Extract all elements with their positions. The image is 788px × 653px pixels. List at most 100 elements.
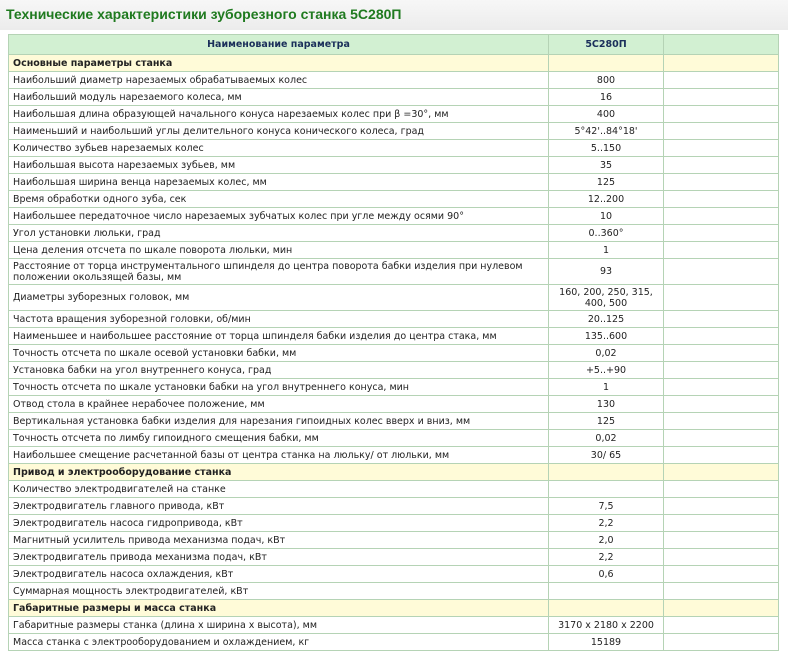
param-name: Отвод стола в крайнее нерабочее положени… <box>8 395 549 413</box>
param-row: Вертикальная установка бабки изделия для… <box>8 412 779 430</box>
param-row: Суммарная мощность электродвигателей, кВ… <box>8 582 779 600</box>
cell <box>663 616 779 634</box>
param-row: Цена деления отсчета по шкале поворота л… <box>8 241 779 259</box>
cell <box>663 599 779 617</box>
param-value: 5..150 <box>548 139 664 157</box>
table-body: Основные параметры станка Наибольший диам… <box>8 54 779 651</box>
page-title: Технические характеристики зуборезного с… <box>6 6 402 22</box>
param-name: Электродвигатель насоса охлаждения, кВт <box>8 565 549 583</box>
param-name: Электродвигатель насоса гидропривода, кВ… <box>8 514 549 532</box>
param-row: Наибольшая высота нарезаемых зубьев, мм 3… <box>8 156 779 174</box>
param-name: Время обработки одного зуба, сек <box>8 190 549 208</box>
cell <box>663 54 779 72</box>
param-value: 125 <box>548 412 664 430</box>
param-value: 3170 х 2180 х 2200 <box>548 616 664 634</box>
param-value: 0,02 <box>548 344 664 362</box>
cell <box>663 548 779 566</box>
param-row: Наибольший диаметр нарезаемых обрабатыва… <box>8 71 779 89</box>
param-row: Электродвигатель привода механизма подач… <box>8 548 779 566</box>
cell <box>663 224 779 242</box>
param-name: Наибольшее передаточное число нарезаемых… <box>8 207 549 225</box>
param-row: Магнитный усилитель привода механизма по… <box>8 531 779 549</box>
cell <box>663 429 779 447</box>
cell <box>663 207 779 225</box>
param-row: Точность отсчета по шкале установки бабк… <box>8 378 779 396</box>
cell <box>663 582 779 600</box>
param-name: Габаритные размеры станка (длина х ширин… <box>8 616 549 634</box>
param-row: Установка бабки на угол внутреннего кону… <box>8 361 779 379</box>
cell <box>663 497 779 515</box>
param-value: 30/ 65 <box>548 446 664 464</box>
param-value: 160, 200, 250, 315, 400, 500 <box>548 284 664 311</box>
param-row: Наибольшая ширина венца нарезаемых колес… <box>8 173 779 191</box>
cell <box>663 480 779 498</box>
section-title: Основные параметры станка <box>8 54 549 72</box>
param-value: 20..125 <box>548 310 664 328</box>
param-value: 0..360° <box>548 224 664 242</box>
param-name: Магнитный усилитель привода механизма по… <box>8 531 549 549</box>
cell <box>663 139 779 157</box>
param-value: +5..+90 <box>548 361 664 379</box>
cell <box>663 105 779 123</box>
cell <box>663 156 779 174</box>
param-row: Диаметры зуборезных головок, мм 160, 200,… <box>8 284 779 311</box>
param-name: Количество зубьев нарезаемых колес <box>8 139 549 157</box>
section-title: Габаритные размеры и масса станка <box>8 599 549 617</box>
param-value: 15189 <box>548 633 664 651</box>
param-value: 1 <box>548 241 664 259</box>
cell <box>548 480 664 498</box>
cell <box>663 344 779 362</box>
param-name: Точность отсчета по шкале установки бабк… <box>8 378 549 396</box>
param-name: Масса станка с электрооборудованием и ох… <box>8 633 549 651</box>
param-row: Наибольшее передаточное число нарезаемых… <box>8 207 779 225</box>
cell <box>663 531 779 549</box>
param-row: Электродвигатель насоса гидропривода, кВ… <box>8 514 779 532</box>
param-row: Электродвигатель главного привода, кВт 7,… <box>8 497 779 515</box>
param-name: Электродвигатель привода механизма подач… <box>8 548 549 566</box>
cell <box>663 327 779 345</box>
param-name: Наибольший диаметр нарезаемых обрабатыва… <box>8 71 549 89</box>
param-value: 2,0 <box>548 531 664 549</box>
param-value: 2,2 <box>548 548 664 566</box>
param-row: Наибольший модуль нарезаемого колеса, мм… <box>8 88 779 106</box>
param-name: Наибольшая ширина венца нарезаемых колес… <box>8 173 549 191</box>
section-row: Габаритные размеры и масса станка <box>8 599 779 617</box>
param-value: 5°42'..84°18' <box>548 122 664 140</box>
cell <box>548 463 664 481</box>
section-row: Основные параметры станка <box>8 54 779 72</box>
cell <box>663 284 779 311</box>
cell <box>663 446 779 464</box>
header-row: Наименование параметра 5С280П <box>8 34 779 55</box>
param-name: Количество электродвигателей на станке <box>8 480 549 498</box>
cell <box>663 633 779 651</box>
param-row: Количество зубьев нарезаемых колес 5..150 <box>8 139 779 157</box>
title-bar <box>0 0 788 30</box>
cell <box>663 122 779 140</box>
spec-table: Наименование параметра 5С280П Основные п… <box>8 34 779 651</box>
param-row: Точность отсчета по лимбу гипоидного сме… <box>8 429 779 447</box>
param-row: Наибольшая длина образующей начального к… <box>8 105 779 123</box>
cell <box>548 599 664 617</box>
param-value: 125 <box>548 173 664 191</box>
cell <box>663 310 779 328</box>
cell <box>663 173 779 191</box>
cell <box>663 395 779 413</box>
param-row: Масса станка с электрооборудованием и ох… <box>8 633 779 651</box>
param-name: Цена деления отсчета по шкале поворота л… <box>8 241 549 259</box>
param-name: Частота вращения зуборезной головки, об/… <box>8 310 549 328</box>
param-value: 10 <box>548 207 664 225</box>
param-row: Электродвигатель насоса охлаждения, кВт 0… <box>8 565 779 583</box>
cell <box>663 514 779 532</box>
param-row: Наибольшее смещение расчетанной базы от … <box>8 446 779 464</box>
cell <box>663 361 779 379</box>
param-value: 800 <box>548 71 664 89</box>
cell <box>663 190 779 208</box>
header-cell <box>663 34 779 55</box>
param-row: Габаритные размеры станка (длина х ширин… <box>8 616 779 634</box>
cell <box>663 463 779 481</box>
param-name: Вертикальная установка бабки изделия для… <box>8 412 549 430</box>
param-name: Угол установки люльки, град <box>8 224 549 242</box>
param-row: Угол установки люльки, град 0..360° <box>8 224 779 242</box>
param-name: Наибольшее смещение расчетанной базы от … <box>8 446 549 464</box>
param-value: 16 <box>548 88 664 106</box>
